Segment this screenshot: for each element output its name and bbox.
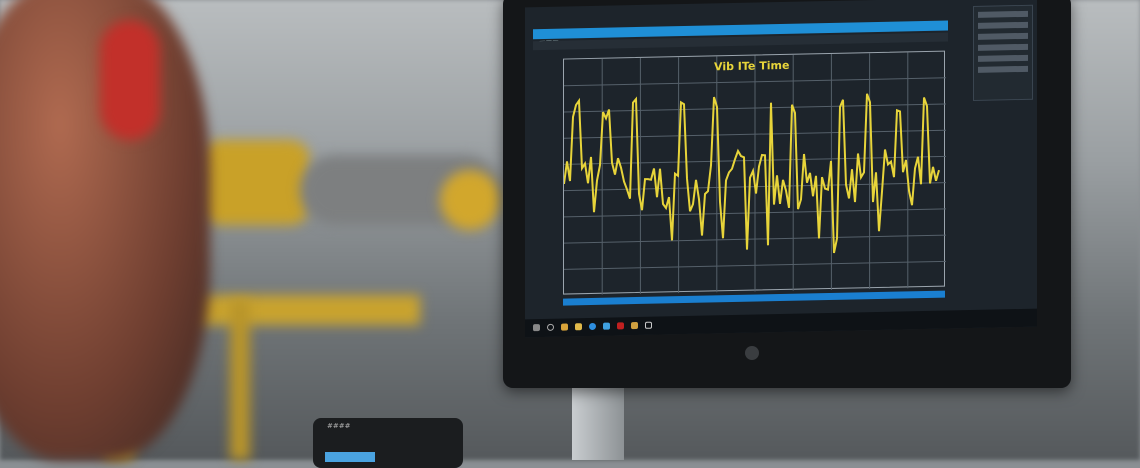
grid-line: [564, 155, 946, 165]
device-label: ####: [327, 422, 351, 430]
app-icon[interactable]: [631, 321, 638, 330]
grid-line: [564, 208, 946, 218]
headband: [100, 20, 160, 140]
device-screen: [325, 452, 375, 462]
chart-title: Vib ITe Time: [714, 58, 790, 74]
handheld-device: ####: [313, 418, 463, 468]
app-icon[interactable]: [603, 322, 610, 330]
start-icon[interactable]: [533, 324, 540, 332]
search-icon[interactable]: [547, 323, 554, 331]
vibration-waveform: [563, 93, 940, 254]
folder-icon[interactable]: [575, 323, 582, 331]
app-icon[interactable]: [645, 321, 652, 329]
taskbar: [525, 308, 1037, 338]
grid-line: [564, 103, 946, 113]
monitor: ▬▬▬ Vib ITe Time: [503, 0, 1071, 388]
chart-svg: [563, 52, 946, 295]
side-panel: [973, 4, 1033, 101]
browser-icon[interactable]: [589, 322, 596, 331]
app-icon[interactable]: [617, 322, 624, 330]
monitor-screen: ▬▬▬ Vib ITe Time: [525, 0, 1037, 338]
yellow-cap: [440, 170, 500, 230]
app-icon[interactable]: [561, 323, 568, 331]
grid-line: [564, 234, 946, 244]
vibration-chart: Vib ITe Time: [563, 50, 946, 295]
yellow-frame-post: [230, 300, 250, 460]
grid-line: [564, 77, 946, 87]
yellow-machinery: [200, 140, 310, 225]
brand-logo: [745, 346, 759, 360]
grid-line: [564, 129, 946, 139]
grid-line: [564, 260, 946, 270]
